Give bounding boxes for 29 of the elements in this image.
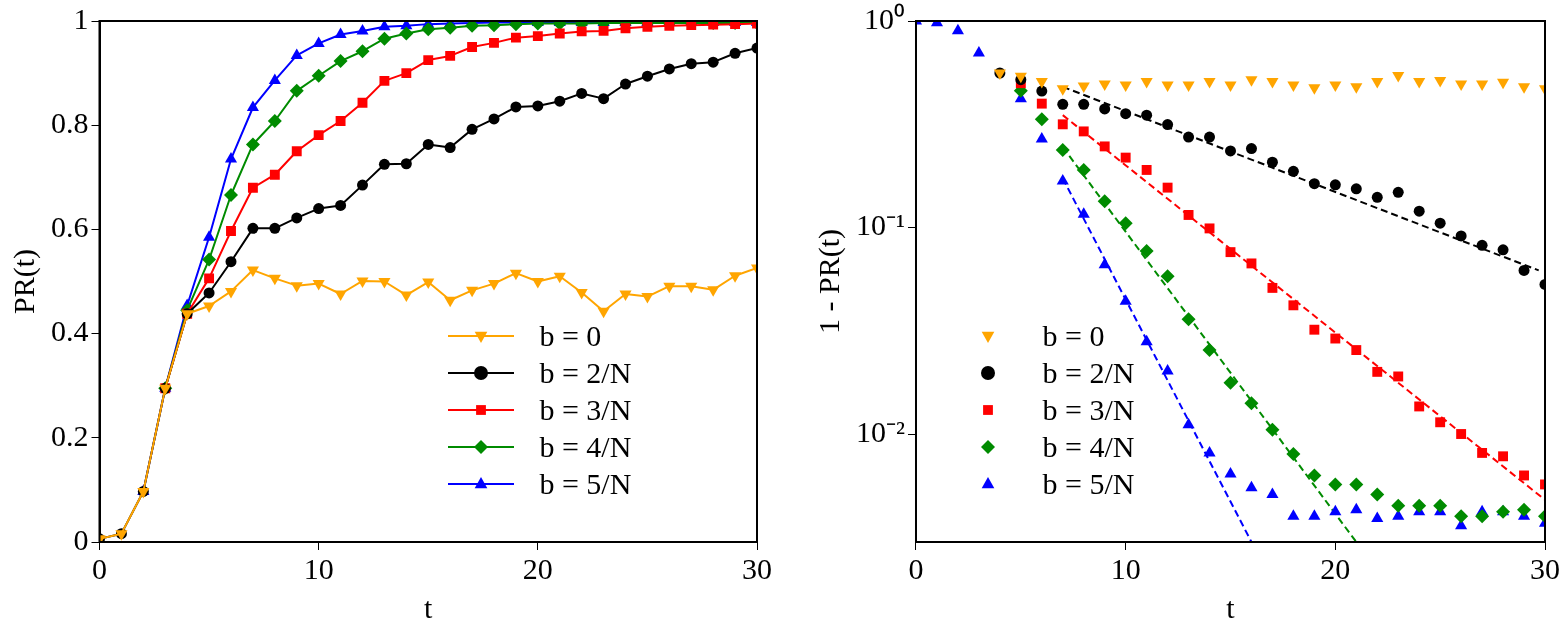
x-tick-label: 30 (1530, 551, 1560, 585)
x-axis-title: t (424, 590, 434, 624)
y-tick-label: 0 (73, 522, 89, 556)
y-tick-label: 0.2 (51, 418, 89, 452)
legend-label: b = 5/N (539, 466, 632, 501)
y-tick-label: 0.6 (51, 210, 89, 244)
y-axis-title: PR(t) (6, 248, 41, 315)
x-tick-label: 20 (522, 551, 553, 585)
y-tick-label: 0.4 (51, 314, 89, 348)
legend-label: b = 2/N (539, 355, 632, 390)
legend-label: b = 4/N (1042, 429, 1135, 464)
legend-label: b = 0 (1042, 318, 1105, 353)
y-tick-label: 10⁻¹ (855, 208, 905, 242)
legend-label: b = 2/N (1042, 355, 1135, 390)
x-tick-label: 20 (1320, 551, 1351, 585)
y-tick-label: 0.8 (51, 106, 89, 140)
y-tick-label: 10⁰ (863, 1, 905, 35)
legend-label: b = 3/N (1042, 392, 1135, 427)
y-tick-label: 1 (73, 1, 89, 35)
legend-label: b = 0 (539, 318, 602, 353)
legend-label: b = 5/N (1042, 466, 1135, 501)
y-tick-label: 10⁻² (855, 414, 905, 448)
x-tick-label: 10 (1110, 551, 1141, 585)
x-tick-label: 10 (303, 551, 334, 585)
y-axis-title: 1 - PR(t) (811, 229, 846, 334)
x-axis-title: t (1226, 590, 1236, 624)
legend-label: b = 4/N (539, 429, 632, 464)
legend-label: b = 3/N (539, 392, 632, 427)
x-tick-label: 30 (742, 551, 772, 585)
